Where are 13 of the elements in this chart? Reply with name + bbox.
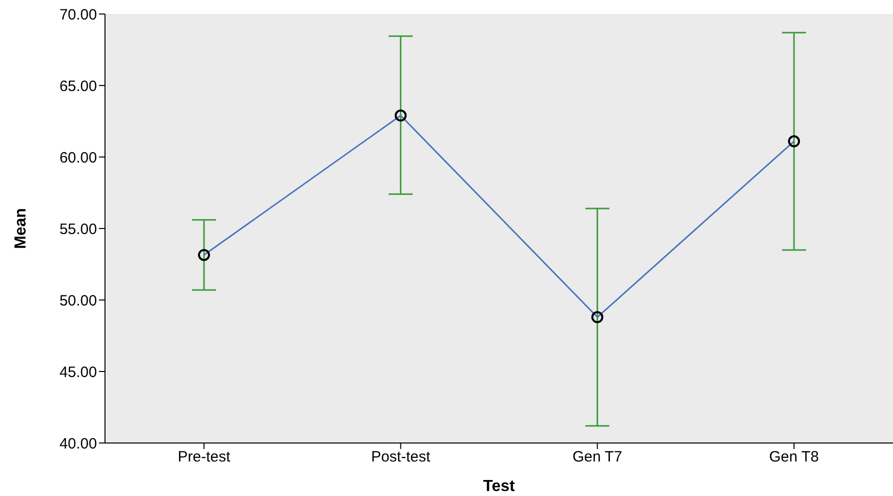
x-axis-title: Test [483, 478, 516, 495]
y-tick-label: 40.00 [59, 435, 97, 452]
y-axis-title: Mean [12, 208, 30, 249]
x-tick-label: Pre-test [178, 448, 232, 466]
y-tick-label: 50.00 [59, 292, 97, 310]
x-tick-label: Gen T8 [769, 448, 819, 466]
y-tick-label: 55.00 [59, 220, 97, 238]
y-tick-label: 70.00 [59, 6, 97, 24]
x-tick-label: Post-test [371, 448, 432, 466]
y-tick-label: 60.00 [59, 149, 97, 166]
y-tick-label: 65.00 [59, 78, 97, 95]
y-tick-label: 45.00 [59, 364, 97, 381]
x-tick-label: Gen T7 [572, 448, 622, 466]
